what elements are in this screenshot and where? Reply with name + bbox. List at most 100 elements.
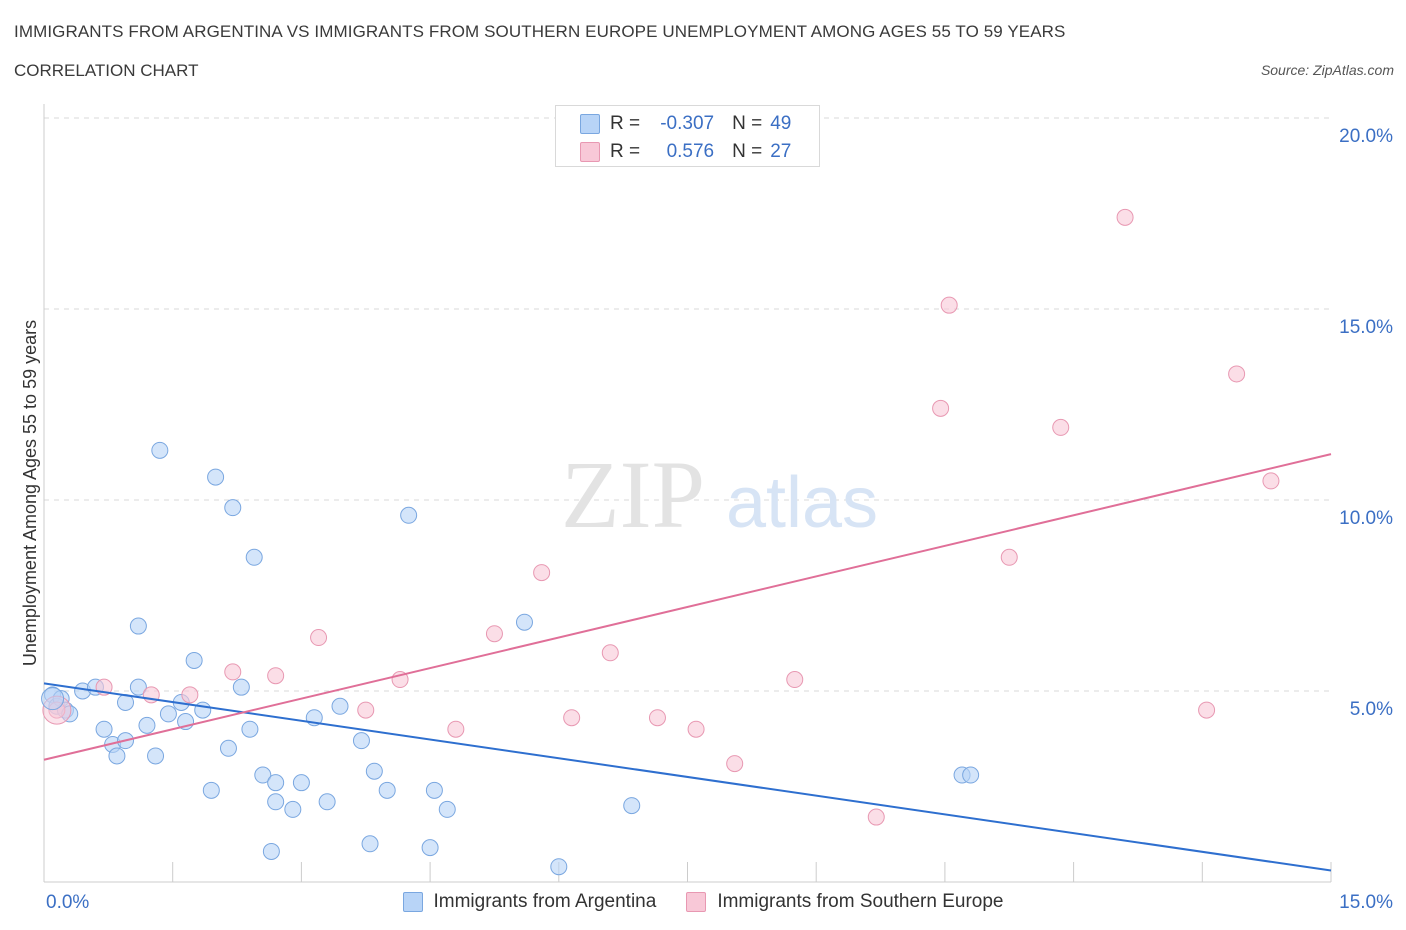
data-point-argentina <box>425 781 443 799</box>
data-point-southern-europe <box>1262 472 1280 490</box>
data-point-argentina <box>95 720 113 738</box>
stats-row-pink: R = 0.576 N = 27 <box>580 140 791 164</box>
legend-item-southern-europe[interactable]: Immigrants from Southern Europe <box>686 891 1004 913</box>
stats-swatch-pink <box>580 142 600 162</box>
y-tick-label: 20.0% <box>1339 126 1393 147</box>
y-tick-label: 5.0% <box>1350 699 1393 720</box>
watermark-atlas: atlas <box>726 463 878 543</box>
stats-n-label: N = <box>732 141 763 162</box>
data-point-southern-europe <box>181 686 199 704</box>
series-legend: Immigrants from Argentina Immigrants fro… <box>0 889 1406 915</box>
data-point-argentina <box>962 766 980 784</box>
data-point-argentina <box>623 797 641 815</box>
data-point-southern-europe <box>786 671 804 689</box>
data-point-argentina <box>147 747 165 765</box>
data-point-argentina <box>365 762 383 780</box>
stats-n-value: 49 <box>770 113 792 134</box>
data-point-argentina <box>202 781 220 799</box>
data-point-argentina <box>207 468 225 486</box>
data-point-argentina <box>515 613 533 631</box>
data-point-southern-europe <box>648 709 666 727</box>
data-point-argentina <box>108 747 126 765</box>
data-point-argentina <box>284 800 302 818</box>
data-point-southern-europe <box>267 667 285 685</box>
x-tick-label: 0.0% <box>46 892 89 913</box>
data-point-argentina <box>421 839 439 857</box>
y-tick-label: 10.0% <box>1339 508 1393 529</box>
legend-swatch-blue <box>402 892 423 912</box>
labels-layer: 5.0% 10.0% 15.0% 20.0% 0.0% 15.0% Unemployment… <box>20 126 1393 913</box>
data-point-argentina <box>232 678 250 696</box>
data-point-argentina <box>245 548 263 566</box>
data-point-argentina <box>267 793 285 811</box>
data-point-argentina <box>262 842 280 860</box>
data-point-argentina <box>318 793 336 811</box>
data-point-argentina <box>138 716 156 734</box>
watermark: ZIP atlas <box>561 441 878 548</box>
legend-label-argentina: Immigrants from Argentina <box>433 891 657 912</box>
points-layer <box>41 208 1280 876</box>
y-axis-label: Unemployment Among Ages 55 to 59 years <box>20 320 40 666</box>
source-credit: Source: ZipAtlas.com <box>1260 62 1394 78</box>
data-point-argentina <box>224 499 242 517</box>
data-point-argentina <box>352 732 370 750</box>
data-point-argentina <box>254 766 272 784</box>
data-point-argentina <box>129 617 147 635</box>
chart-title: IMMIGRANTS FROM ARGENTINA VS IMMIGRANTS … <box>14 22 1066 41</box>
stats-n-label: N = <box>732 113 763 134</box>
data-point-southern-europe <box>940 296 958 314</box>
data-point-southern-europe <box>357 701 375 719</box>
data-point-argentina <box>41 687 65 711</box>
data-point-argentina <box>550 858 568 876</box>
trend-line-southern-europe <box>43 453 1332 761</box>
data-point-southern-europe <box>867 808 885 826</box>
data-point-argentina <box>129 678 147 696</box>
data-point-argentina <box>438 800 456 818</box>
data-point-southern-europe <box>1228 365 1246 383</box>
data-point-argentina <box>194 701 212 719</box>
data-point-argentina <box>331 697 349 715</box>
data-point-argentina <box>159 705 177 723</box>
data-point-southern-europe <box>1000 548 1018 566</box>
data-point-southern-europe <box>563 709 581 727</box>
chart-subtitle: CORRELATION CHART <box>14 61 199 80</box>
data-point-argentina <box>361 835 379 853</box>
data-point-argentina <box>267 774 285 792</box>
stats-swatch-blue <box>580 114 600 134</box>
stats-r-value: -0.307 <box>660 113 715 134</box>
data-point-southern-europe <box>1198 701 1216 719</box>
y-tick-label: 15.0% <box>1339 317 1393 338</box>
trend-layer <box>43 453 1332 872</box>
data-point-southern-europe <box>224 663 242 681</box>
legend-label-southern-europe: Immigrants from Southern Europe <box>717 891 1004 912</box>
data-point-argentina <box>378 781 396 799</box>
stats-legend: R = -0.307 N = 49 R = 0.576 N = 27 <box>555 105 820 167</box>
data-point-southern-europe <box>1052 418 1070 436</box>
stats-row-blue: R = -0.307 N = 49 <box>580 112 791 136</box>
stats-r-label: R = <box>610 141 641 162</box>
data-point-argentina <box>241 720 259 738</box>
stats-r-label: R = <box>610 113 641 134</box>
data-point-southern-europe <box>310 629 328 647</box>
legend-item-argentina[interactable]: Immigrants from Argentina <box>402 891 657 913</box>
trend-line-argentina <box>43 682 1332 872</box>
x-tick-label: 15.0% <box>1339 892 1393 913</box>
data-point-southern-europe <box>1116 208 1134 226</box>
data-point-southern-europe <box>533 564 551 582</box>
data-point-argentina <box>219 739 237 757</box>
data-point-southern-europe <box>601 644 619 662</box>
data-point-southern-europe <box>447 720 465 738</box>
data-point-argentina <box>151 441 169 459</box>
data-point-southern-europe <box>726 755 744 773</box>
data-point-southern-europe <box>687 720 705 738</box>
grid-layer <box>44 117 1331 692</box>
watermark-zip: ZIP <box>561 441 705 548</box>
legend-swatch-pink <box>686 892 707 912</box>
data-point-argentina <box>185 651 203 669</box>
data-point-argentina <box>400 506 418 524</box>
stats-n-value: 27 <box>770 141 792 162</box>
stats-r-value: 0.576 <box>666 141 715 162</box>
data-point-argentina <box>292 774 310 792</box>
data-point-southern-europe <box>485 625 503 643</box>
